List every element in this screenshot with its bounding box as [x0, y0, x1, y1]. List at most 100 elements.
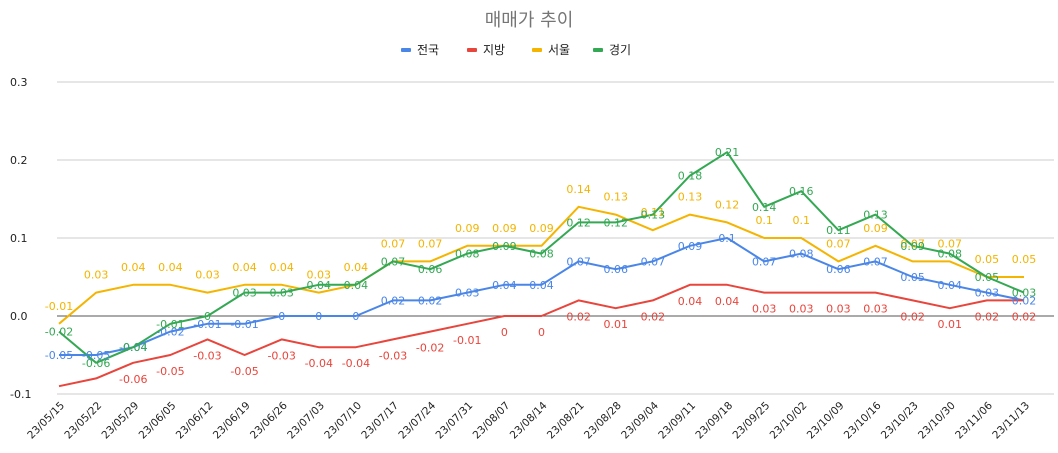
- data-label-series-4: 0.08: [529, 248, 554, 261]
- data-label-series-1: 0.04: [529, 279, 554, 292]
- series-line-1: [59, 237, 1025, 356]
- data-label-series-2: -0.03: [379, 349, 407, 362]
- data-label-series-3: 0.09: [455, 222, 480, 235]
- data-label-series-3: 0.05: [975, 253, 1000, 266]
- data-label-series-3: 0.07: [900, 237, 925, 250]
- data-label-series-3: 0.07: [826, 237, 851, 250]
- data-label-series-1: 0: [315, 310, 322, 323]
- data-label-series-2: 0.02: [1012, 310, 1037, 323]
- data-label-series-4: 0.06: [418, 263, 443, 276]
- data-label-series-1: 0.02: [418, 294, 443, 307]
- data-label-series-2: -0.05: [156, 365, 184, 378]
- x-tick-label: 23/10/16: [842, 399, 884, 441]
- data-label-series-1: 0.05: [900, 271, 925, 284]
- data-label-series-3: 0.03: [195, 269, 220, 282]
- y-tick-label: 0.1: [10, 232, 28, 245]
- data-label-series-4: 0.03: [232, 287, 257, 300]
- data-label-series-4: 0.07: [381, 255, 406, 268]
- data-label-series-2: 0.02: [900, 310, 925, 323]
- data-label-series-2: -0.01: [453, 334, 481, 347]
- data-label-series-1: 0.02: [1012, 294, 1037, 307]
- data-label-series-1: 0.1: [718, 232, 736, 245]
- legend-swatch-4: [593, 48, 603, 52]
- y-tick-label: 0.0: [10, 310, 28, 323]
- series-line-4: [58, 151, 1025, 364]
- data-label-series-1: -0.02: [156, 326, 184, 339]
- data-label-series-3: 0.12: [715, 198, 740, 211]
- y-axis: -0.1 0.0 0.1 0.2 0.3: [10, 76, 31, 401]
- data-label-series-2: 0: [538, 326, 545, 339]
- x-tick-label: 23/08/28: [582, 400, 624, 442]
- x-tick-label: 23/08/14: [508, 399, 550, 441]
- data-label-series-1: -0.01: [230, 318, 258, 331]
- series-line-3: [58, 205, 1024, 325]
- data-label-series-4: 0.04: [307, 279, 332, 292]
- data-label-series-2: -0.04: [342, 357, 370, 370]
- data-label-series-4: -0.04: [119, 341, 147, 354]
- chart-title: 매매가 추이: [485, 10, 574, 31]
- data-label-series-3: 0.1: [793, 214, 811, 227]
- data-label-series-1: -0.05: [82, 349, 110, 362]
- data-label-series-1: -0.05: [45, 349, 73, 362]
- x-axis: 23/05/1523/05/2223/05/2923/06/0523/06/12…: [25, 399, 1032, 441]
- y-tick-label: 0.3: [10, 76, 28, 89]
- data-label-series-2: -0.02: [416, 342, 444, 355]
- legend-swatch-2: [467, 48, 477, 52]
- data-label-series-1: -0.04: [119, 341, 147, 354]
- data-label-series-4: 0: [204, 310, 211, 323]
- data-label-series-3: 0.07: [381, 237, 406, 250]
- data-label-series-1: 0.07: [752, 255, 777, 268]
- x-tick-label: 23/05/29: [100, 400, 142, 442]
- y-tick-label: -0.1: [10, 388, 31, 401]
- data-label-series-3: 0.04: [121, 261, 146, 274]
- legend-label-3: 서울: [548, 43, 570, 57]
- data-label-series-2: 0.03: [752, 303, 777, 316]
- data-label-series-4: 0.12: [603, 216, 628, 229]
- x-tick-label: 23/07/10: [322, 400, 364, 442]
- data-label-series-3: 0.13: [678, 191, 703, 204]
- data-label-series-1: 0.07: [641, 255, 666, 268]
- x-tick-label: 23/09/04: [619, 399, 661, 441]
- data-label-series-3: 0.07: [418, 237, 443, 250]
- data-label-series-1: 0.06: [826, 263, 851, 276]
- data-label-series-2: 0.02: [641, 310, 666, 323]
- data-label-series-1: 0.02: [381, 294, 406, 307]
- x-tick-label: 23/07/17: [359, 400, 401, 442]
- data-label-series-3: 0.03: [84, 269, 109, 282]
- data-label-series-4: 0.21: [715, 146, 740, 159]
- data-label-series-2: -0.03: [267, 349, 295, 362]
- series-line-2: [58, 283, 1024, 388]
- data-label-series-1: -0.01: [193, 318, 221, 331]
- legend-label-1: 전국: [417, 43, 439, 57]
- y-tick-label: 0.2: [10, 154, 28, 167]
- data-label-series-1: 0.04: [938, 279, 963, 292]
- data-label-series-3: -0.01: [45, 300, 73, 313]
- x-tick-label: 23/09/18: [693, 400, 735, 442]
- data-label-series-2: 0.02: [566, 310, 591, 323]
- data-label-series-1: 0.07: [566, 255, 591, 268]
- data-label-series-2: 0.02: [975, 310, 1000, 323]
- x-tick-label: 23/07/31: [434, 400, 476, 442]
- data-label-series-3: 0.03: [307, 269, 332, 282]
- data-label-series-3: 0.09: [529, 222, 554, 235]
- data-label-series-3: 0.09: [863, 222, 888, 235]
- data-label-series-2: 0.03: [789, 303, 814, 316]
- data-labels: -0.05 -0.05-0.04-0.02-0.01 -0.010 0 00.02 0.0…: [45, 146, 1036, 386]
- data-label-series-4: 0.09: [900, 240, 925, 253]
- data-label-series-2: 0.03: [863, 303, 888, 316]
- data-label-series-1: 0.08: [789, 248, 814, 261]
- data-label-series-3: 0.11: [641, 206, 666, 219]
- data-label-series-3: 0.04: [269, 261, 294, 274]
- x-tick-label: 23/09/25: [730, 400, 772, 442]
- data-label-series-4: -0.06: [82, 357, 110, 370]
- data-label-series-1: 0.04: [492, 279, 517, 292]
- x-tick-label: 23/06/05: [137, 400, 179, 442]
- data-label-series-2: -0.04: [305, 357, 333, 370]
- data-label-series-2: -0.03: [193, 349, 221, 362]
- data-label-series-2: -0.05: [230, 365, 258, 378]
- data-label-series-4: 0.18: [678, 170, 703, 183]
- data-label-series-4: 0.03: [269, 287, 294, 300]
- data-label-series-1: 0: [278, 310, 285, 323]
